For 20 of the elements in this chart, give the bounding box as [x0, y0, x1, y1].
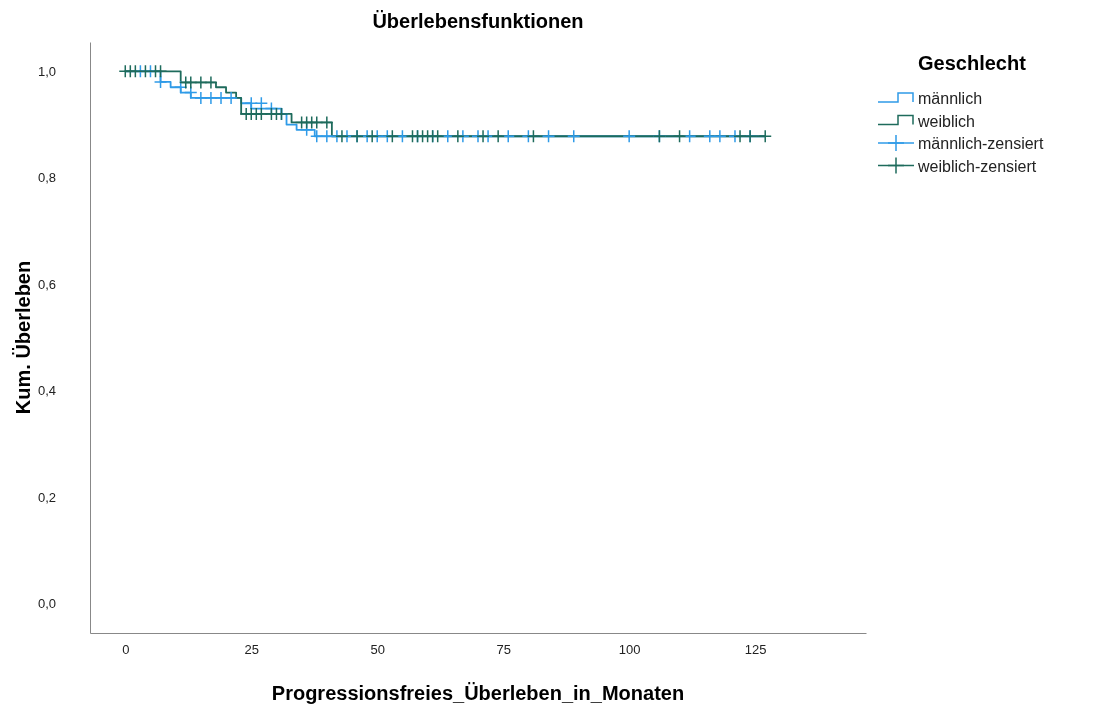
legend-label: männlich-zensiert	[918, 135, 1044, 152]
x-tick-label: 50	[370, 642, 385, 658]
x-tick-label: 25	[244, 642, 259, 658]
x-tick-label: 125	[744, 642, 767, 658]
x-tick-label: 75	[496, 642, 511, 658]
legend-title: Geschlecht	[918, 52, 1027, 74]
y-tick-label: 0,2	[37, 489, 56, 505]
legend-label: weiblich	[917, 112, 975, 130]
x-tick-label: 100	[618, 642, 641, 658]
y-axis-title: Kum. Überleben	[12, 260, 34, 415]
legend-label: weiblich-zensiert	[917, 157, 1037, 175]
chart-title: Überlebensfunktionen	[372, 10, 584, 32]
x-axis-title: Progressionsfreies_Überleben_in_Monaten	[271, 682, 685, 704]
y-tick-label: 0,4	[37, 383, 56, 399]
y-tick-label: 0,6	[37, 276, 56, 292]
y-tick-label: 1,0	[37, 63, 56, 79]
y-tick-label: 0,0	[37, 596, 56, 612]
legend-label: männlich	[918, 90, 983, 107]
y-tick-label: 0,8	[37, 170, 56, 186]
x-tick-label: 0	[122, 642, 130, 658]
